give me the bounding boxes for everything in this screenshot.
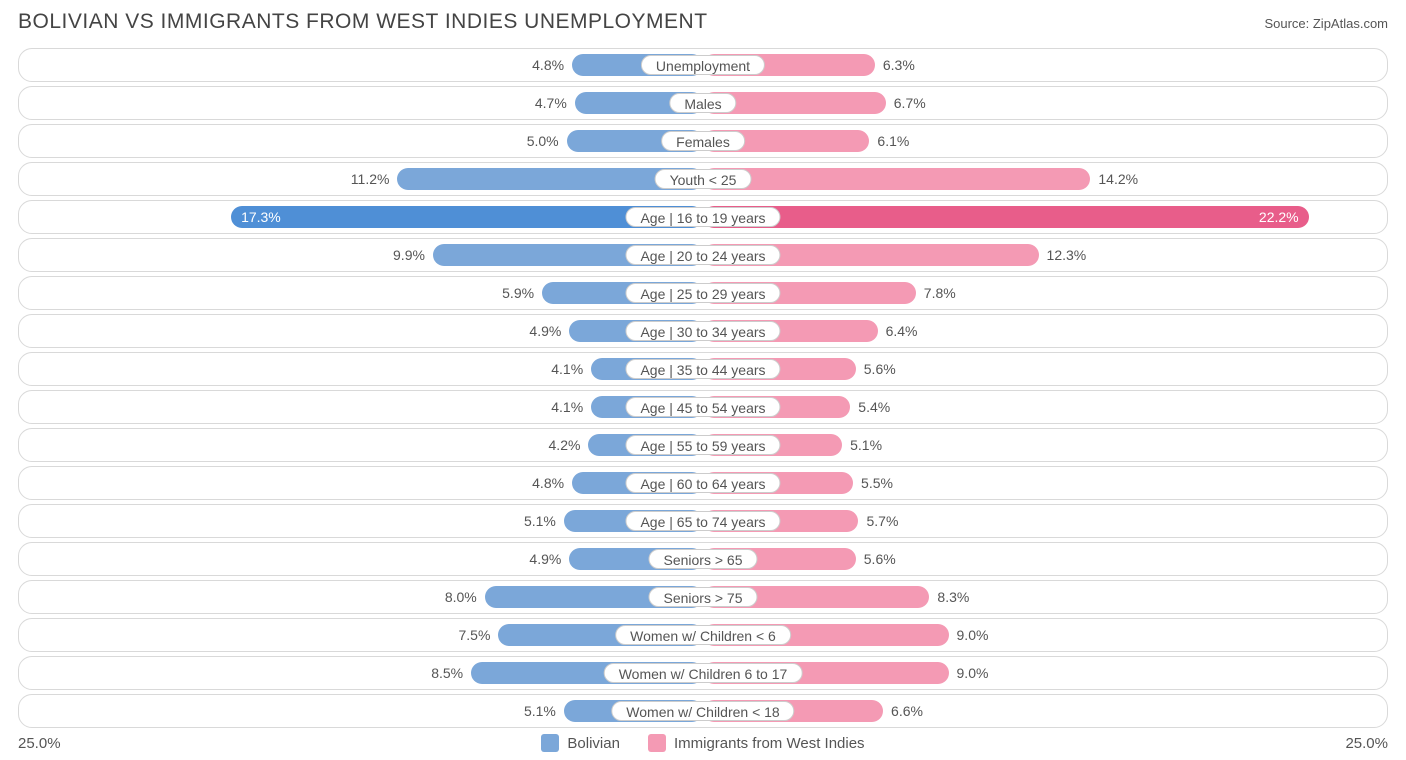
chart-row: 7.5% 9.0% Women w/ Children < 6	[18, 618, 1388, 652]
axis-right-max: 25.0%	[1345, 735, 1388, 752]
row-category-label: Females	[661, 131, 745, 151]
row-category-label: Age | 25 to 29 years	[625, 283, 780, 303]
chart-row: 4.7% 6.7% Males	[18, 86, 1388, 120]
chart-row: 4.9% 6.4% Age | 30 to 34 years	[18, 314, 1388, 348]
row-category-label: Youth < 25	[655, 169, 752, 189]
row-category-label: Age | 65 to 74 years	[625, 511, 780, 531]
bar-value-right: 6.6%	[883, 697, 923, 725]
bar-value-right: 22.2%	[703, 203, 1309, 231]
bar-value-left: 5.1%	[524, 697, 564, 725]
bar-value-left: 4.1%	[551, 393, 591, 421]
bar-value-right: 5.5%	[853, 469, 893, 497]
bar-value-left: 5.0%	[527, 127, 567, 155]
chart-row: 4.8% 6.3% Unemployment	[18, 48, 1388, 82]
bar-value-left: 4.9%	[529, 317, 569, 345]
bar-value-left: 8.5%	[431, 659, 471, 687]
bar-value-left: 4.7%	[535, 89, 575, 117]
bar-value-right: 12.3%	[1039, 241, 1087, 269]
bar-value-right: 9.0%	[949, 621, 989, 649]
row-category-label: Seniors > 75	[649, 587, 758, 607]
bar-value-right: 5.6%	[856, 545, 896, 573]
bar-value-left: 8.0%	[445, 583, 485, 611]
bar-value-right: 9.0%	[949, 659, 989, 687]
bar-value-left: 4.2%	[549, 431, 589, 459]
chart-row: 8.5% 9.0% Women w/ Children 6 to 17	[18, 656, 1388, 690]
chart-row: 5.9% 7.8% Age | 25 to 29 years	[18, 276, 1388, 310]
chart-row: 4.8% 5.5% Age | 60 to 64 years	[18, 466, 1388, 500]
chart-legend: Bolivian Immigrants from West Indies	[541, 734, 864, 752]
bar-value-right: 6.3%	[875, 51, 915, 79]
chart-row: 11.2% 14.2% Youth < 25	[18, 162, 1388, 196]
row-category-label: Age | 16 to 19 years	[625, 207, 780, 227]
bar-value-left: 4.8%	[532, 469, 572, 497]
chart-row: 9.9% 12.3% Age | 20 to 24 years	[18, 238, 1388, 272]
bar-value-right: 5.7%	[858, 507, 898, 535]
axis-left-max: 25.0%	[18, 735, 61, 752]
chart-row: 8.0% 8.3% Seniors > 75	[18, 580, 1388, 614]
chart-row: 4.1% 5.6% Age | 35 to 44 years	[18, 352, 1388, 386]
chart-row: 5.0% 6.1% Females	[18, 124, 1388, 158]
bar-value-left: 4.1%	[551, 355, 591, 383]
row-category-label: Age | 45 to 54 years	[625, 397, 780, 417]
legend-label-left: Bolivian	[567, 735, 620, 752]
legend-item-left: Bolivian	[541, 734, 620, 752]
row-category-label: Women w/ Children < 18	[611, 701, 794, 721]
row-category-label: Unemployment	[641, 55, 765, 75]
chart-row: 4.9% 5.6% Seniors > 65	[18, 542, 1388, 576]
chart-rows: 4.8% 6.3% Unemployment 4.7% 6.7% Males 5.0% 6.1…	[18, 48, 1388, 728]
bar-value-right: 6.4%	[878, 317, 918, 345]
chart-source: Source: ZipAtlas.com	[1264, 16, 1388, 31]
chart-row: 4.2% 5.1% Age | 55 to 59 years	[18, 428, 1388, 462]
bar-value-left: 9.9%	[393, 241, 433, 269]
chart-header: BOLIVIAN VS IMMIGRANTS FROM WEST INDIES …	[18, 10, 1388, 34]
chart-container: BOLIVIAN VS IMMIGRANTS FROM WEST INDIES …	[0, 0, 1406, 760]
bar-value-right: 8.3%	[929, 583, 969, 611]
legend-item-right: Immigrants from West Indies	[648, 734, 865, 752]
chart-footer: 25.0% Bolivian Immigrants from West Indi…	[18, 734, 1388, 752]
bar-value-right: 14.2%	[1090, 165, 1138, 193]
bar-right	[703, 168, 1090, 190]
chart-row: 5.1% 5.7% Age | 65 to 74 years	[18, 504, 1388, 538]
row-category-label: Seniors > 65	[649, 549, 758, 569]
bar-value-right: 5.6%	[856, 355, 896, 383]
bar-value-left: 7.5%	[458, 621, 498, 649]
row-category-label: Age | 20 to 24 years	[625, 245, 780, 265]
row-category-label: Women w/ Children < 6	[615, 625, 791, 645]
row-category-label: Age | 35 to 44 years	[625, 359, 780, 379]
bar-value-left: 4.9%	[529, 545, 569, 573]
chart-row: 17.3%22.2%Age | 16 to 19 years	[18, 200, 1388, 234]
bar-value-right: 5.4%	[850, 393, 890, 421]
bar-value-left: 5.1%	[524, 507, 564, 535]
bar-value-right: 6.1%	[869, 127, 909, 155]
row-category-label: Age | 55 to 59 years	[625, 435, 780, 455]
row-category-label: Age | 30 to 34 years	[625, 321, 780, 341]
bar-value-right: 6.7%	[886, 89, 926, 117]
bar-value-left: 11.2%	[351, 165, 398, 193]
chart-row: 5.1% 6.6% Women w/ Children < 18	[18, 694, 1388, 728]
chart-row: 4.1% 5.4% Age | 45 to 54 years	[18, 390, 1388, 424]
row-category-label: Age | 60 to 64 years	[625, 473, 780, 493]
bar-value-left: 4.8%	[532, 51, 572, 79]
bar-value-right: 5.1%	[842, 431, 882, 459]
legend-label-right: Immigrants from West Indies	[674, 735, 865, 752]
row-category-label: Males	[669, 93, 736, 113]
bar-value-left: 5.9%	[502, 279, 542, 307]
row-category-label: Women w/ Children 6 to 17	[604, 663, 803, 683]
legend-swatch-right	[648, 734, 666, 752]
chart-title: BOLIVIAN VS IMMIGRANTS FROM WEST INDIES …	[18, 10, 708, 34]
bar-value-right: 7.8%	[916, 279, 956, 307]
legend-swatch-left	[541, 734, 559, 752]
